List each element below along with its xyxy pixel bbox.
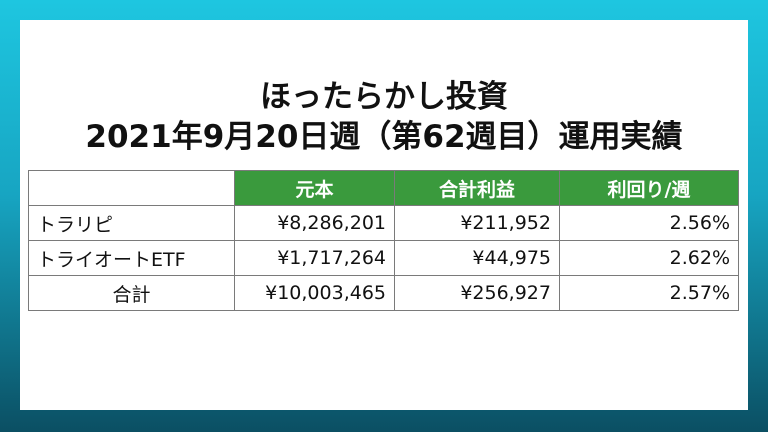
row-yield: 2.56% — [559, 205, 739, 241]
row-name: 合計 — [28, 275, 235, 311]
row-principal: ¥1,717,264 — [234, 240, 395, 276]
page-title: ほったらかし投資 — [260, 79, 508, 115]
row-principal: ¥8,286,201 — [234, 205, 395, 241]
table-header-row: 元本 合計利益 利回り/週 — [28, 170, 739, 206]
header-cell-total-profit: 合計利益 — [394, 170, 560, 206]
row-name: トラリピ — [28, 205, 235, 241]
table-row: トラリピ ¥8,286,201 ¥211,952 2.56% — [28, 205, 739, 241]
header-cell-weekly-yield: 利回り/週 — [559, 170, 739, 206]
table-total-row: 合計 ¥10,003,465 ¥256,927 2.57% — [28, 275, 739, 311]
row-principal: ¥10,003,465 — [234, 275, 395, 311]
table-row: トライオートETF ¥1,717,264 ¥44,975 2.62% — [28, 240, 739, 276]
row-name: トライオートETF — [28, 240, 235, 276]
row-yield: 2.62% — [559, 240, 739, 276]
page-subtitle: 2021年9月20日週（第62週目）運用実績 — [85, 119, 683, 155]
performance-table: 元本 合計利益 利回り/週 トラリピ ¥8,286,201 ¥211,952 2… — [28, 170, 739, 311]
row-profit: ¥211,952 — [394, 205, 560, 241]
row-profit: ¥256,927 — [394, 275, 560, 311]
row-yield: 2.57% — [559, 275, 739, 311]
row-profit: ¥44,975 — [394, 240, 560, 276]
header-cell-principal: 元本 — [234, 170, 395, 206]
header-cell-empty — [28, 170, 235, 206]
